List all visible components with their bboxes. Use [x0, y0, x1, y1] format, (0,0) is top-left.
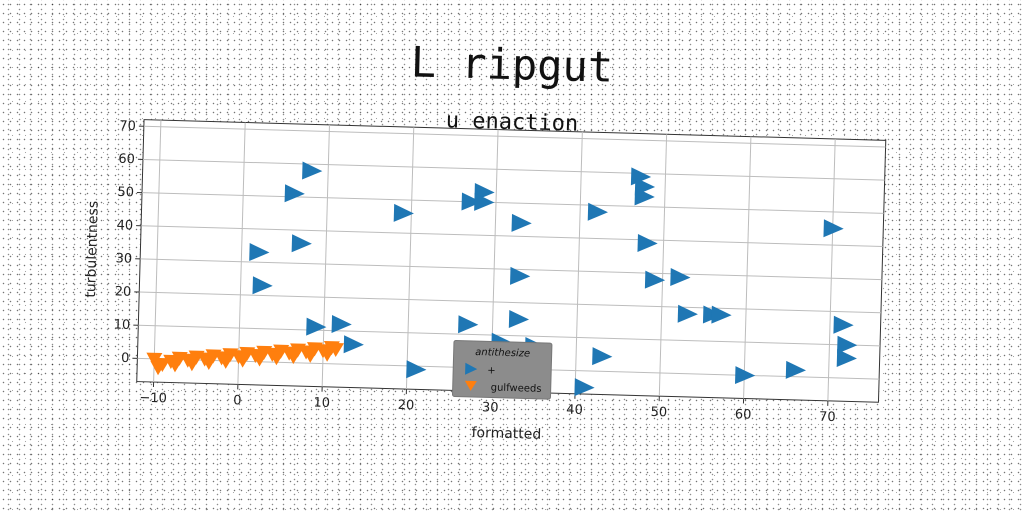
y-tick-label: 50: [117, 185, 134, 200]
data-point-gulfweeds: [218, 354, 235, 369]
y-tick-label: 40: [116, 218, 133, 233]
data-point-gulfweeds: [234, 353, 251, 368]
data-point-plus: [670, 268, 691, 287]
y-grid-line: [138, 324, 881, 347]
data-points: [146, 161, 858, 397]
legend-marker-gulfweeds: [464, 380, 477, 391]
data-point-plus: [343, 335, 364, 354]
data-point-plus: [284, 184, 305, 203]
y-grid-line: [142, 158, 885, 181]
x-tick-label: 40: [566, 403, 583, 418]
legend-marker-plus: [465, 362, 478, 375]
y-tick-label: 30: [115, 251, 132, 266]
legend: antithesize + gulfweeds: [452, 339, 553, 400]
data-point-plus: [836, 348, 857, 367]
data-point-gulfweeds: [251, 352, 268, 367]
y-tick-label: 10: [114, 318, 131, 333]
y-tick-label: 0: [121, 351, 130, 366]
x-tick-label: −10: [139, 391, 167, 407]
data-point-plus: [306, 317, 327, 336]
data-point-plus: [634, 187, 655, 206]
data-point-gulfweeds: [146, 352, 163, 367]
data-point-gulfweeds: [150, 361, 167, 376]
x-grid-line: [405, 127, 415, 390]
data-point-plus: [837, 335, 858, 354]
y-tick-label: 60: [118, 152, 135, 167]
y-tick-label: 20: [114, 284, 131, 299]
x-grid-line: [574, 131, 583, 394]
data-point-gulfweeds: [184, 356, 201, 372]
y-tick-label: 70: [119, 119, 136, 134]
data-point-plus: [458, 315, 479, 334]
data-point-plus: [393, 203, 414, 222]
x-grid-line: [743, 136, 752, 399]
data-point-gulfweeds: [302, 348, 319, 363]
x-tick-label: 20: [398, 398, 415, 413]
data-point-plus: [406, 360, 427, 379]
data-point-plus: [592, 347, 613, 366]
y-axis-ticks: 0 10 20 30 40 50 60 70: [114, 119, 144, 366]
data-point-plus: [508, 309, 530, 328]
x-tick-label: 50: [650, 405, 667, 420]
data-point-plus: [252, 276, 273, 295]
legend-title: antithesize: [475, 347, 530, 360]
y-axis-label: turbulentness: [83, 201, 102, 298]
data-point-gulfweeds: [319, 347, 336, 362]
data-point-plus: [511, 213, 532, 232]
plot-area: −10 0 10 20 30 40 50 60 70 0 10 20 30 40 50 60 70 forma…: [83, 119, 887, 443]
data-point-plus: [785, 360, 806, 379]
data-point-gulfweeds: [167, 358, 184, 373]
x-grid-line: [237, 122, 246, 385]
data-point-plus: [637, 233, 658, 252]
y-grid-line: [142, 192, 884, 214]
x-grid-line: [827, 138, 836, 401]
x-grid-line: [321, 124, 330, 387]
x-tick-label: 10: [313, 396, 330, 411]
x-tick-label: 70: [819, 410, 836, 425]
data-point-plus: [331, 314, 352, 333]
x-axis-label: formatted: [471, 425, 541, 443]
data-point-plus: [249, 243, 270, 262]
x-grid-line: [658, 134, 668, 397]
data-point-plus: [587, 202, 608, 221]
data-point-plus: [823, 219, 844, 238]
data-point-gulfweeds: [285, 349, 302, 365]
data-point-plus: [711, 305, 732, 324]
data-point-gulfweeds: [268, 351, 285, 366]
data-point-plus: [291, 234, 312, 253]
data-point-gulfweeds: [328, 342, 345, 357]
y-grid-line: [141, 225, 883, 247]
x-tick-label: 60: [735, 407, 752, 422]
x-grid-line: [153, 120, 162, 383]
legend-label-plus: +: [487, 365, 496, 376]
data-point-plus: [302, 161, 323, 180]
data-point-plus: [833, 315, 854, 334]
legend-label-gulfweeds: gulfweeds: [491, 382, 542, 394]
data-point-plus: [461, 192, 482, 211]
y-grid-line: [139, 291, 881, 314]
x-tick-label: 30: [482, 400, 499, 415]
data-point-plus: [574, 378, 595, 397]
data-point-plus: [474, 192, 495, 211]
x-tick-label: 0: [233, 393, 242, 408]
data-point-plus: [510, 266, 531, 285]
data-point-plus: [644, 270, 666, 289]
y-grid-line: [143, 125, 886, 148]
x-axis-ticks: −10 0 10 20 30 40 50 60 70: [139, 382, 836, 425]
legend-box: [452, 339, 553, 400]
data-point-plus: [734, 366, 756, 385]
data-point-gulfweeds: [201, 355, 218, 371]
data-point-plus: [677, 304, 698, 323]
